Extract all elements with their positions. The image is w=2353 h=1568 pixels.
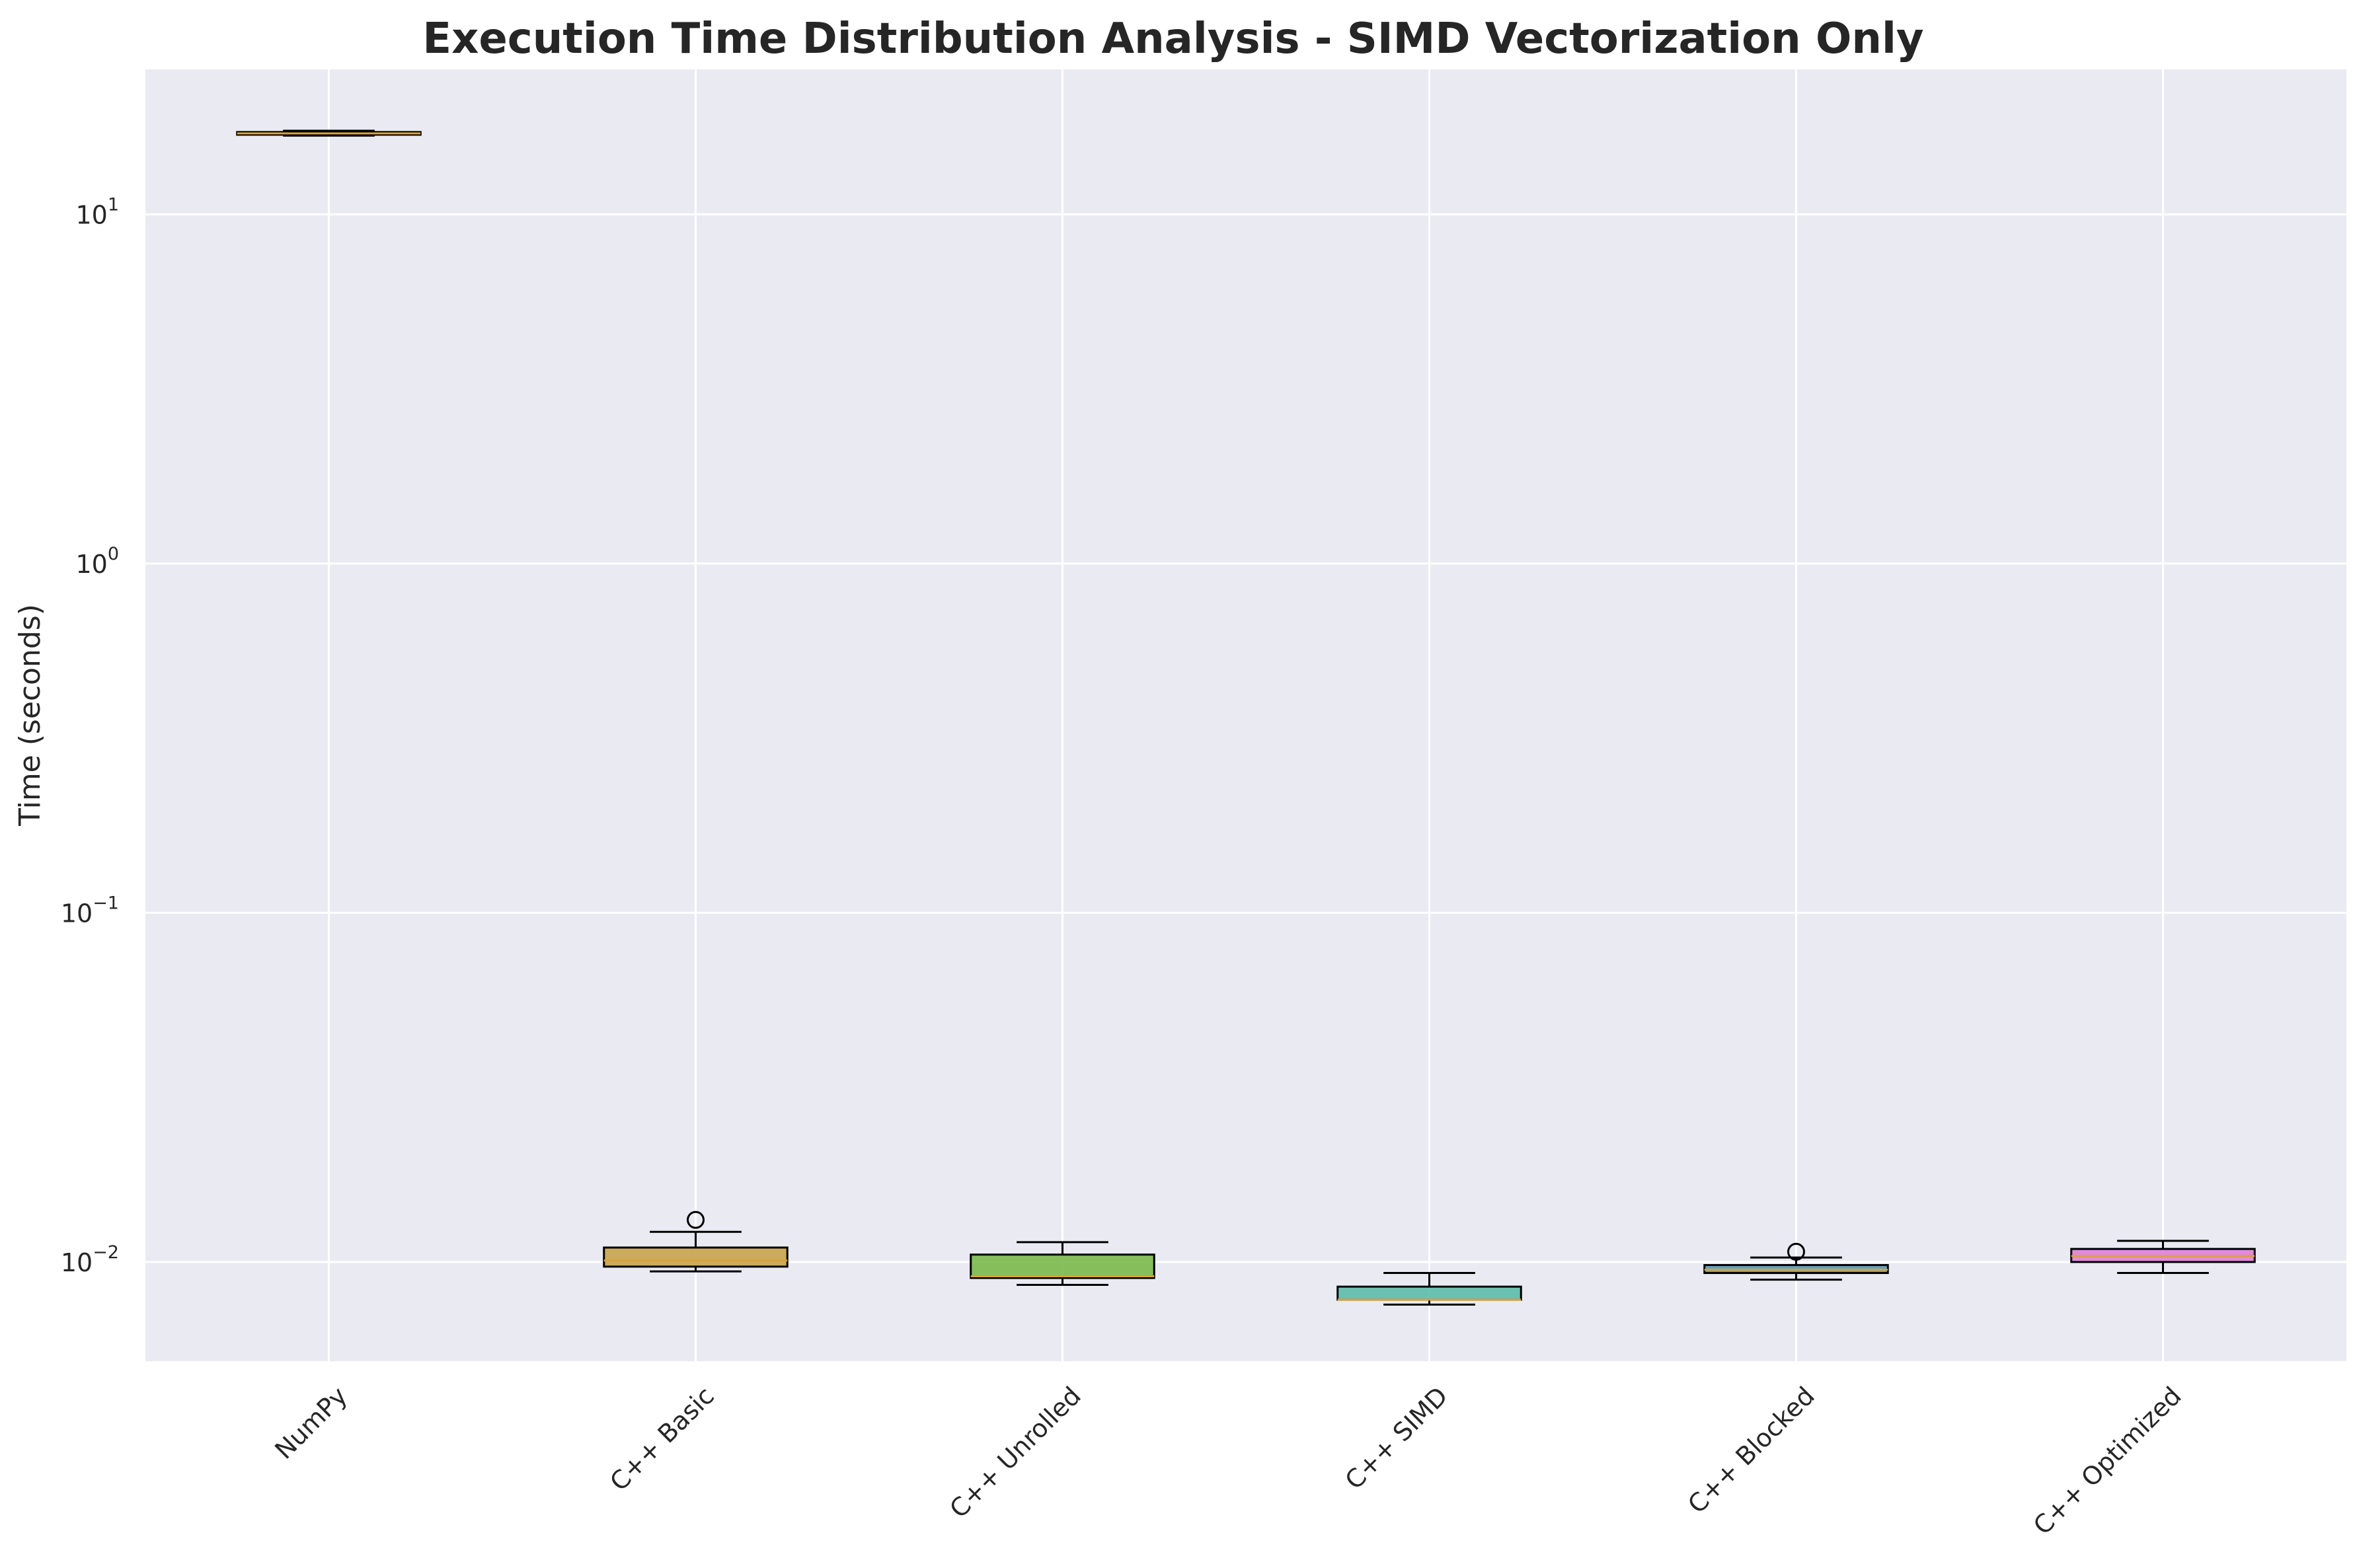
- boxes: [236, 130, 2256, 1306]
- y-tick-text: 10−1: [61, 893, 119, 928]
- y-tick-text: 10−2: [61, 1242, 119, 1277]
- box-c-unrolled: [970, 1241, 1155, 1287]
- plot-area: [145, 69, 2346, 1361]
- box-numpy: [236, 130, 422, 137]
- box-c-blocked: [1703, 1242, 1889, 1281]
- y-tick-label: 10−2: [61, 1242, 119, 1277]
- grid: [145, 69, 2346, 1361]
- x-tick-label: NumPy: [269, 1381, 353, 1465]
- box-c-simd: [1336, 1272, 1522, 1306]
- chart-title: Execution Time Distribution Analysis - S…: [422, 15, 1923, 63]
- x-tick-label: C++ Basic: [604, 1381, 720, 1497]
- outlier-point: [687, 1211, 705, 1229]
- box-c-basic: [603, 1211, 789, 1273]
- x-tick-label: C++ Unrolled: [944, 1381, 1087, 1524]
- x-tick-label: C++ Optimized: [2028, 1381, 2187, 1540]
- y-tick-text: 100: [75, 544, 119, 579]
- y-axis-label: Time (seconds): [13, 604, 47, 827]
- box-c-optimized: [2070, 1240, 2256, 1275]
- box-iqr: [970, 1253, 1155, 1279]
- y-axis-ticks: 10−2 10−1 100 101: [61, 194, 119, 1277]
- y-tick-label: 101: [75, 194, 119, 229]
- box-iqr: [603, 1246, 789, 1268]
- y-tick-text: 101: [75, 194, 119, 229]
- box-iqr: [1336, 1285, 1522, 1301]
- y-tick-label: 100: [75, 544, 119, 579]
- y-tick-label: 10−1: [61, 893, 119, 928]
- x-axis-ticks: NumPy C++ Basic C++ Unrolled C++ SIMD C++ Bl…: [269, 1381, 2187, 1540]
- x-tick-label: C++ Blocked: [1682, 1381, 1820, 1519]
- x-tick-label: C++ SIMD: [1340, 1381, 1453, 1495]
- outlier-point: [1787, 1242, 1805, 1261]
